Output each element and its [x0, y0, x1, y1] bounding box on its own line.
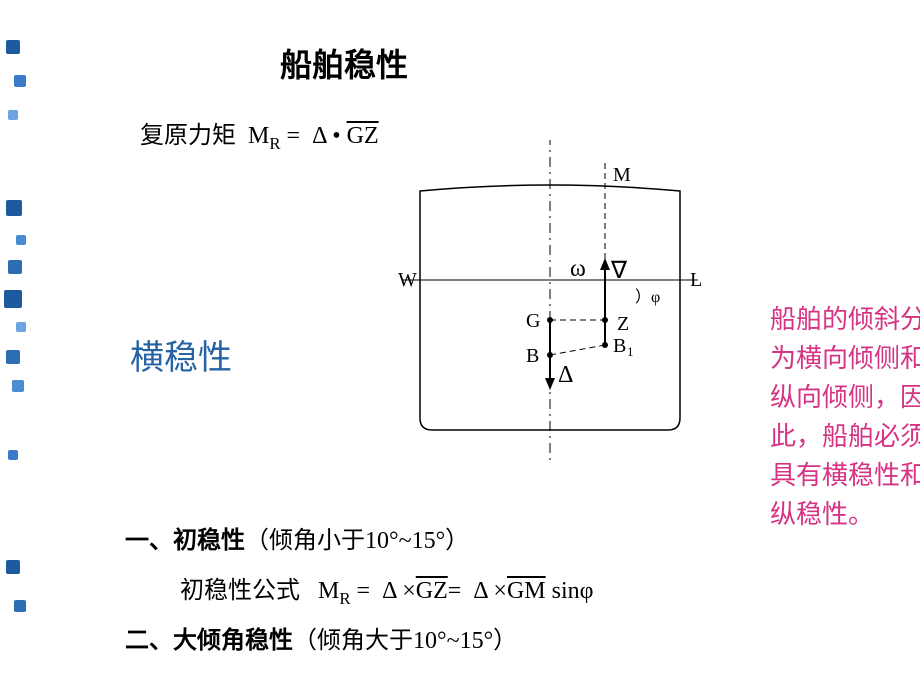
decoration-dot	[14, 75, 26, 87]
sec2-note: （倾角大于10°~15°）	[293, 628, 517, 654]
sidebar-decoration	[0, 0, 30, 690]
sec2-pre: 二、	[125, 628, 173, 654]
transverse-stability-heading: 横稳性	[130, 330, 232, 379]
if-t1: ×	[396, 578, 416, 604]
if-eq1: =	[351, 578, 377, 604]
sec1-head: 初稳性	[173, 528, 245, 554]
if-gm: GM	[507, 578, 546, 604]
transverse-text: 横稳性	[130, 340, 232, 377]
if-sin: sinφ	[546, 578, 594, 604]
decoration-dot	[8, 450, 18, 460]
svg-text:∇: ∇	[610, 258, 628, 284]
decoration-dot	[6, 200, 22, 216]
page-title: 船舶稳性	[280, 40, 408, 86]
side-note-text: 船舶的倾斜分为横向倾侧和纵向倾侧，因此，船舶必须具有横稳性和纵稳性。	[770, 305, 920, 529]
mr-dot: •	[326, 123, 346, 149]
decoration-dot	[6, 350, 20, 364]
if-t2: ×	[487, 578, 507, 604]
svg-text:Z: Z	[617, 313, 629, 335]
decoration-dot	[6, 560, 20, 574]
if-d1: Δ	[382, 578, 396, 604]
if-m: M	[318, 578, 339, 604]
svg-text:G: G	[526, 310, 540, 332]
if-r: R	[339, 589, 350, 608]
decoration-dot	[4, 290, 22, 308]
svg-text:M: M	[613, 164, 631, 186]
svg-text:B: B	[613, 335, 626, 357]
sec1-pre: 一、	[125, 528, 173, 554]
svg-text:L: L	[690, 269, 702, 291]
if-d2: Δ	[473, 578, 487, 604]
mr-r: R	[269, 134, 280, 153]
if-gz: GZ	[416, 578, 448, 604]
restoring-moment-formula: 复原力矩 MR = Δ • GZ	[140, 115, 379, 154]
svg-text:1: 1	[627, 344, 634, 359]
mr-m: M	[248, 123, 269, 149]
stability-diagram: MWLGZBB1ω∇）φΔ	[380, 140, 720, 450]
decoration-dot	[8, 260, 22, 274]
svg-text:Δ: Δ	[558, 362, 573, 388]
mr-eq: =	[281, 123, 307, 149]
mr-delta: Δ	[312, 123, 326, 149]
initial-stability-formula: 初稳性公式 MR = Δ ×GZ= Δ ×GM sinφ	[180, 570, 593, 609]
svg-text:ω: ω	[570, 256, 586, 282]
mr-gz: GZ	[347, 123, 379, 149]
decoration-dot	[16, 322, 26, 332]
section-1: 一、初稳性（倾角小于10°~15°）	[125, 520, 469, 555]
decoration-dot	[16, 235, 26, 245]
content-area: 船舶稳性 复原力矩 MR = Δ • GZ 横稳性 一、初稳性（倾角小于10°~…	[40, 0, 920, 690]
decoration-dot	[8, 110, 18, 120]
svg-text:B: B	[526, 345, 539, 367]
sec2-head: 大倾角稳性	[173, 628, 293, 654]
title-text: 船舶稳性	[280, 47, 408, 83]
decoration-dot	[14, 600, 26, 612]
if-eq2: =	[448, 578, 468, 604]
svg-text:）φ: ）φ	[635, 288, 660, 306]
init-label: 初稳性公式	[180, 578, 300, 604]
diagram-svg: MWLGZBB1ω∇）φΔ	[380, 140, 720, 480]
decoration-dot	[12, 380, 24, 392]
section-2: 二、大倾角稳性（倾角大于10°~15°）	[125, 620, 517, 655]
restoring-label: 复原力矩	[140, 123, 236, 149]
decoration-dot	[6, 40, 20, 54]
svg-text:W: W	[398, 269, 417, 291]
side-note: 船舶的倾斜分为横向倾侧和纵向倾侧，因此，船舶必须具有横稳性和纵稳性。	[770, 300, 920, 534]
sec1-note: （倾角小于10°~15°）	[245, 528, 469, 554]
